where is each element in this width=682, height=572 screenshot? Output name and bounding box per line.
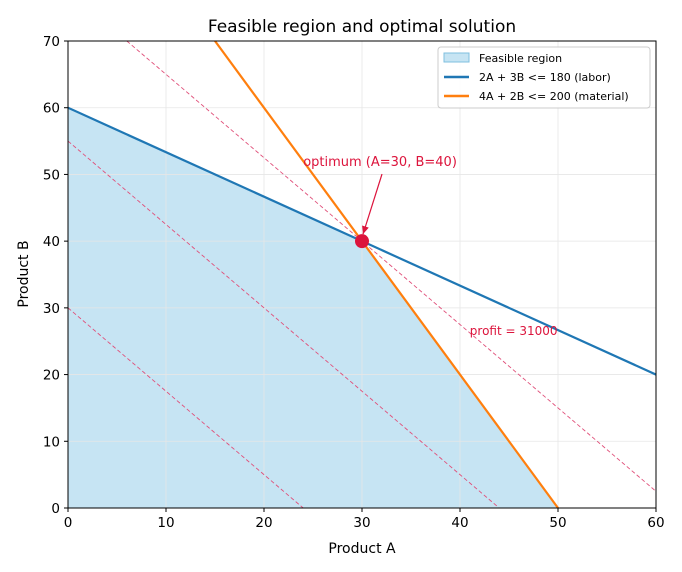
y-tick-label: 30 (43, 301, 60, 317)
x-tick-label: 30 (353, 515, 370, 531)
x-tick-label: 0 (64, 515, 73, 531)
chart-title: Feasible region and optimal solution (208, 17, 516, 37)
y-tick-label: 0 (51, 501, 60, 517)
annotation-arrowhead (362, 225, 369, 235)
y-tick-label: 50 (43, 167, 60, 183)
y-tick-label: 60 (43, 101, 60, 117)
y-axis-label: Product B (16, 240, 32, 307)
profit-line (68, 307, 304, 508)
plot-area: 0 10 20 30 40 50 60 0 10 20 30 40 50 60 70 profit = 310… (43, 34, 665, 531)
x-tick-label: 50 (549, 515, 566, 531)
material-constraint-line (214, 41, 559, 508)
y-tick-label: 70 (43, 34, 60, 50)
profit-line (126, 41, 656, 492)
legend-label-labor: 2A + 3B <= 180 (labor) (479, 71, 611, 84)
y-tick-label: 10 (43, 434, 60, 450)
x-axis-label: Product A (328, 541, 396, 557)
optimum-point (355, 234, 369, 249)
optimum-annotation: optimum (A=30, B=40) (303, 155, 457, 170)
y-tick-label: 20 (43, 368, 60, 384)
profit-label: profit = 31000 (470, 324, 558, 338)
x-tick-label: 40 (451, 515, 468, 531)
legend-label-material: 4A + 2B <= 200 (material) (479, 90, 629, 103)
legend: Feasible region 2A + 3B <= 180 (labor) 4… (437, 46, 651, 109)
x-tick-label: 60 (647, 515, 664, 531)
legend-box (437, 46, 651, 109)
y-tick-label: 40 (43, 234, 60, 250)
legend-swatch-feasible-region (443, 52, 470, 63)
x-tick-label: 20 (255, 515, 272, 531)
x-tick-label: 10 (157, 515, 174, 531)
profit-line (68, 140, 500, 508)
annotation-arrow (362, 173, 383, 235)
legend-label-feasible-region: Feasible region (479, 52, 562, 65)
